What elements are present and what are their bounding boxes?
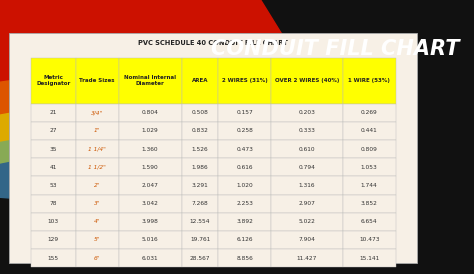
- Text: CONDUIT FILL CHART: CONDUIT FILL CHART: [211, 39, 460, 59]
- Text: PVC SCHEDULE 40 CONDUIT FILL CHART: PVC SCHEDULE 40 CONDUIT FILL CHART: [138, 40, 288, 46]
- Polygon shape: [0, 88, 218, 170]
- Polygon shape: [0, 121, 180, 186]
- Polygon shape: [0, 55, 261, 151]
- FancyBboxPatch shape: [9, 33, 417, 263]
- Polygon shape: [0, 0, 308, 132]
- Polygon shape: [0, 145, 142, 203]
